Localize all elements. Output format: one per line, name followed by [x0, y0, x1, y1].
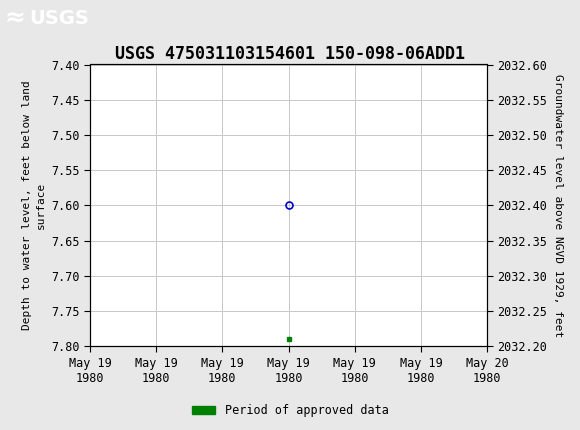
Text: USGS 475031103154601 150-098-06ADD1: USGS 475031103154601 150-098-06ADD1 — [115, 45, 465, 63]
Legend: Period of approved data: Period of approved data — [187, 399, 393, 422]
Y-axis label: Depth to water level, feet below land
surface: Depth to water level, feet below land su… — [22, 80, 45, 330]
Y-axis label: Groundwater level above NGVD 1929, feet: Groundwater level above NGVD 1929, feet — [553, 74, 563, 337]
Text: ≈: ≈ — [5, 6, 26, 30]
Text: USGS: USGS — [29, 9, 89, 28]
